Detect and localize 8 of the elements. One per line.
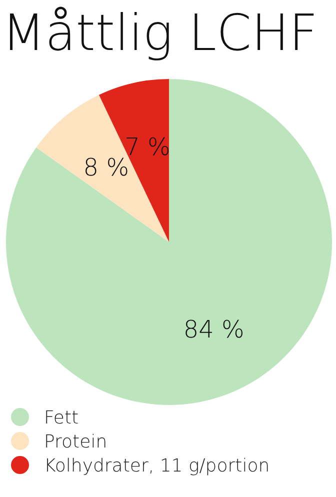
legend-label: Kolhydrater, 11 g/portion — [44, 455, 270, 476]
legend-label: Fett — [44, 407, 79, 428]
pie-slice — [6, 79, 332, 405]
data-label: 84 % — [183, 315, 244, 344]
pie-slice — [36, 94, 169, 242]
chart-title: Måttlig LCHF — [2, 4, 318, 62]
legend-label: Protein — [44, 431, 108, 452]
pie-slice — [98, 79, 169, 242]
